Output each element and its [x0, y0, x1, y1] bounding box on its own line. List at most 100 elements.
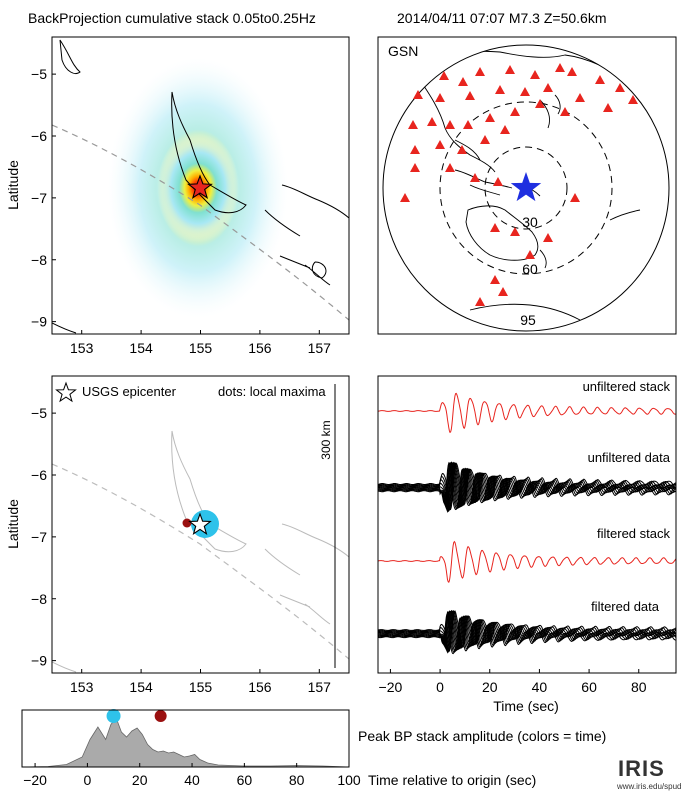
x-tick-label: 154 [129, 340, 153, 356]
station-triangle [475, 67, 485, 76]
y-tick-label: −8 [31, 252, 47, 268]
y-tick-label: −9 [31, 653, 47, 669]
station-triangle [615, 83, 625, 92]
x-tick-label: 156 [248, 679, 272, 695]
station-triangle [495, 85, 505, 94]
station-triangle [457, 145, 467, 154]
amplitude-label: Peak BP stack amplitude (colors = time) [358, 728, 606, 744]
station-triangle [480, 135, 490, 144]
x-tick-label: 20 [132, 772, 148, 788]
local-maxima-map: USGS epicenter dots: local maxima 300 km… [5, 375, 350, 695]
amplitude-panel: −20 0 20 40 60 80 100 Peak BP stack amplitude … [21, 709, 606, 788]
x-tick-label: 154 [129, 679, 153, 695]
station-triangle [435, 140, 445, 149]
label-unfiltered-data: unfiltered data [588, 450, 671, 465]
x-tick-label: 60 [581, 679, 597, 695]
bottom-map-axes: 153 154 155 156 157 −5 −6 −7 −8 −9 [31, 405, 331, 695]
station-triangle [445, 163, 455, 172]
filtered-data-trace [378, 610, 676, 651]
ring-label-30: 30 [522, 214, 538, 230]
ring-60 [439, 101, 613, 275]
epicenter-star [187, 174, 213, 199]
land-australia [465, 205, 547, 269]
station-triangle [400, 193, 410, 202]
x-tick-label: 155 [189, 340, 213, 356]
y-tick-label: −9 [31, 314, 47, 330]
unfiltered-data-trace [378, 461, 676, 511]
x-tick-label: 20 [482, 679, 498, 695]
local-maximum-late [182, 518, 192, 528]
peak-marker [106, 709, 121, 723]
x-tick-label: 40 [184, 772, 200, 788]
label-unfiltered-stack: unfiltered stack [583, 379, 671, 394]
ring-30 [484, 146, 568, 230]
unfiltered-data-trace [378, 462, 676, 509]
coastline-bougainville-2 [171, 430, 247, 553]
filtered-data-trace [378, 610, 676, 653]
globe-boundary [382, 44, 670, 332]
ring-label-95: 95 [520, 312, 536, 328]
globe-network: GSN [388, 43, 418, 59]
x-tick-label: 157 [308, 679, 332, 695]
station-triangle [543, 83, 553, 92]
label-filtered-stack: filtered stack [597, 526, 670, 541]
y-tick-label: −6 [31, 467, 47, 483]
backprojection-map: 153 154 155 156 157 −5 −6 −7 −8 −9 Latitude [5, 36, 350, 356]
amplitude-area [21, 717, 350, 768]
waveform-panel: unfiltered stack unfiltered data filtere… [377, 375, 677, 714]
x-tick-label: 157 [308, 340, 332, 356]
x-tick-label: 100 [337, 772, 361, 788]
ring-label-60: 60 [522, 261, 538, 277]
station-triangle [427, 117, 437, 126]
x-tick-label: 0 [436, 679, 444, 695]
scale-bar-label: 300 km [319, 420, 333, 459]
legend-usgs-epicenter: USGS epicenter [82, 384, 177, 399]
y-tick-label: −5 [31, 66, 47, 82]
y-tick-label: −7 [31, 190, 47, 206]
station-markers [400, 63, 638, 306]
station-triangle [435, 93, 445, 102]
y-tick-label: −6 [31, 128, 47, 144]
station-triangle [575, 93, 585, 102]
station-triangle [570, 193, 580, 202]
station-triangle [498, 287, 508, 296]
event-info: 2014/04/11 07:07 M7.3 Z=50.6km [397, 10, 607, 26]
usgs-epicenter-star [188, 512, 212, 535]
x-tick-label: 155 [189, 679, 213, 695]
bottom-map-ylabel: Latitude [5, 499, 21, 549]
station-triangle [410, 145, 420, 154]
land-antarctica [469, 303, 581, 321]
peak-marker [154, 710, 167, 722]
land-japan [539, 94, 561, 129]
x-tick-label: 60 [237, 772, 253, 788]
x-tick-label: 156 [248, 340, 272, 356]
coastline-solomons [264, 184, 349, 286]
station-triangle [525, 250, 535, 259]
unfiltered-data-trace [378, 462, 676, 512]
y-tick-label: −8 [31, 591, 47, 607]
coastline-buka [59, 39, 81, 74]
station-triangle [500, 125, 510, 134]
coastline-bougainville [171, 91, 247, 214]
legend-star-icon [55, 381, 77, 403]
x-tick-label: 80 [631, 679, 647, 695]
station-triangle [595, 75, 605, 84]
logo-url: www.iris.edu/spud [616, 782, 681, 791]
land-americas [599, 59, 669, 221]
waveform-axes: −20 0 20 40 60 80 [379, 669, 647, 695]
station-triangle [628, 95, 638, 104]
figure-title: BackProjection cumulative stack 0.05to0.… [28, 10, 316, 26]
filtered-data-trace [378, 613, 676, 655]
label-filtered-data: filtered data [591, 599, 660, 614]
x-tick-label: 153 [70, 340, 94, 356]
y-tick-label: −5 [31, 405, 47, 421]
station-triangle [408, 120, 418, 129]
filtered-data-trace [378, 610, 676, 650]
station-triangle [535, 99, 545, 108]
legend-local-maxima: dots: local maxima [218, 384, 326, 399]
station-triangle [475, 297, 485, 306]
amplitude-xlabel: Time relative to origin (sec) [368, 772, 536, 788]
land-asia [419, 50, 661, 173]
station-triangle [490, 223, 500, 232]
waveform-xlabel: Time (sec) [493, 698, 559, 714]
